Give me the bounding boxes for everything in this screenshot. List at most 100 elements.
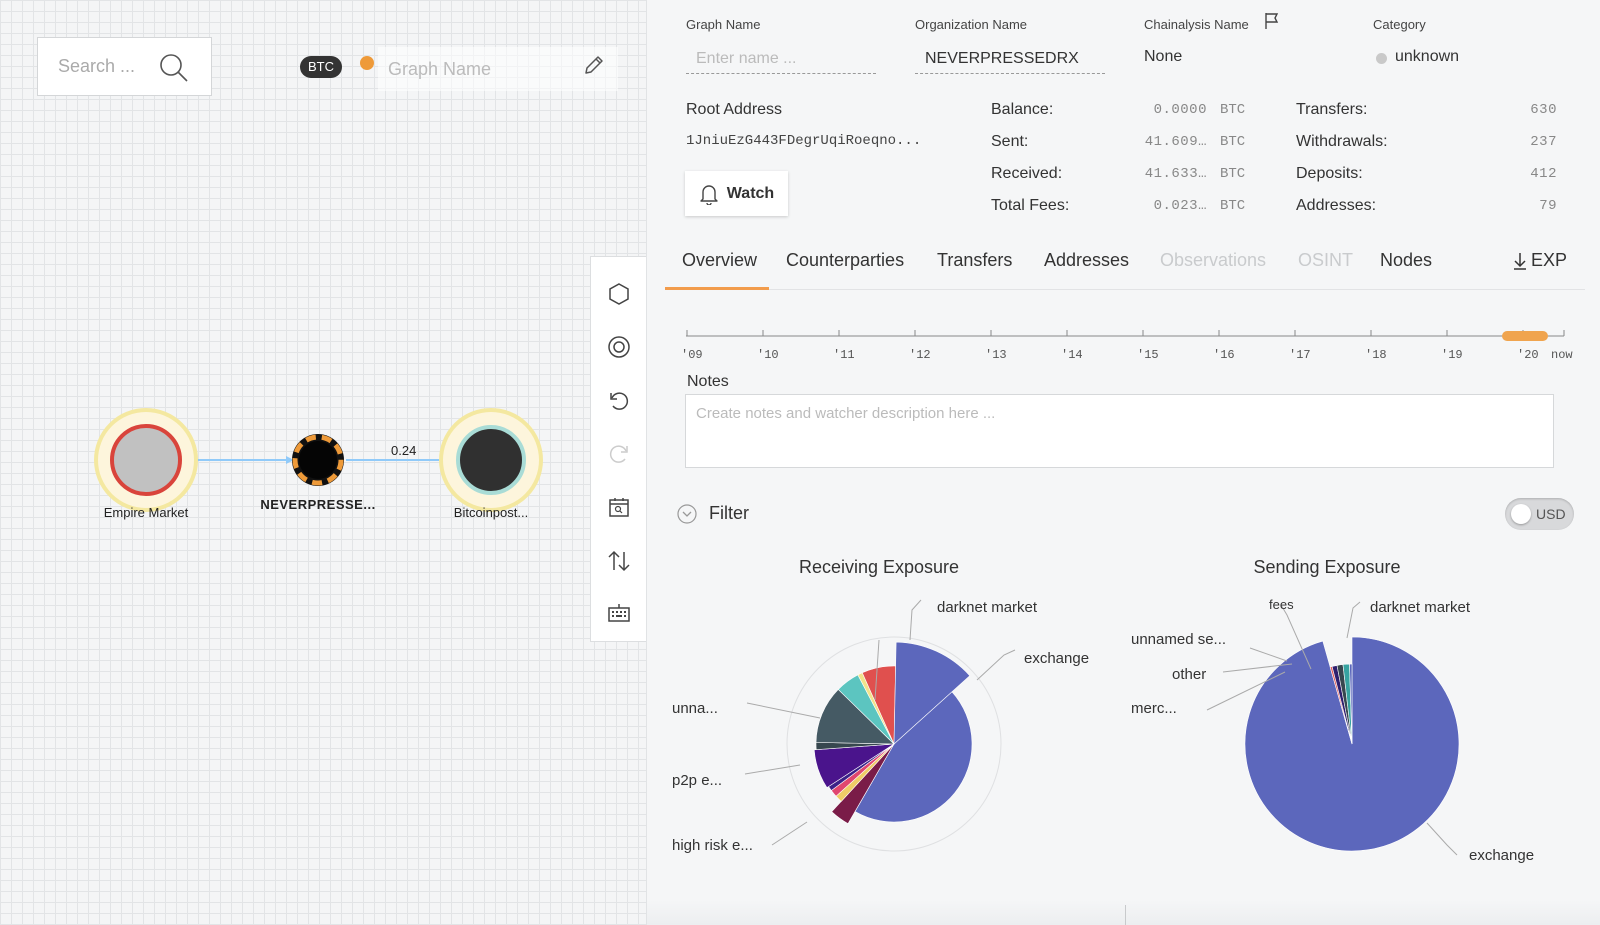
graph-name-field[interactable]	[686, 44, 876, 74]
search-icon[interactable]	[159, 53, 189, 83]
timeline-range-handle[interactable]	[1502, 331, 1548, 341]
timeline-tick-label: '15	[1137, 348, 1159, 362]
sort-arrows-button[interactable]	[599, 534, 639, 587]
received-unit: BTC	[1220, 166, 1246, 182]
search-input[interactable]	[58, 56, 158, 77]
balance-value: 0.0000	[1153, 102, 1207, 118]
graph-canvas[interactable]: BTC 0.24 Empire Market NEVERPRESSE...	[0, 0, 647, 925]
target-tool-button[interactable]	[599, 320, 639, 373]
node-neverpressedrx[interactable]	[292, 434, 344, 486]
receiving-leader-lines	[744, 599, 1016, 846]
deposits-value: 412	[1530, 166, 1557, 182]
watch-label: Watch	[726, 184, 775, 202]
timeline-tick-label: '11	[833, 348, 855, 362]
watch-button[interactable]: Watch	[685, 171, 788, 216]
filter-toggle[interactable]: Filter	[677, 503, 749, 524]
edit-pencil-icon[interactable]	[583, 54, 605, 76]
transfers-value: 630	[1530, 102, 1557, 118]
receiving-label: exchange	[1024, 650, 1089, 667]
details-panel: Graph Name Organization Name Chainalysis…	[647, 0, 1600, 925]
category-label: Category	[1373, 17, 1426, 32]
node-empire-market[interactable]	[94, 408, 198, 512]
tab-osint[interactable]: OSINT	[1298, 250, 1354, 270]
timeline-tick-label: '16	[1213, 348, 1235, 362]
tab-bar: Overview Counterparties Transfers Addres…	[665, 238, 1585, 290]
sort-arrows-icon	[608, 550, 630, 571]
usd-toggle[interactable]: USD	[1505, 498, 1574, 530]
pie-slice[interactable]	[854, 691, 973, 823]
search-box[interactable]	[37, 37, 212, 96]
notes-label: Notes	[687, 373, 729, 390]
timeline-tick-label: '13	[985, 348, 1007, 362]
redo-icon	[609, 445, 628, 463]
balance-unit: BTC	[1220, 102, 1246, 118]
total-fees-unit: BTC	[1220, 198, 1246, 214]
graph-name-input[interactable]	[378, 47, 618, 91]
pie-slice[interactable]	[813, 743, 895, 788]
receiving-label: high risk e...	[672, 837, 753, 854]
receiving-label: darknet market	[937, 599, 1038, 616]
timeline-tick-label: '17	[1289, 348, 1311, 362]
node-bitcoinpost[interactable]	[439, 408, 543, 512]
notes-textarea[interactable]	[685, 394, 1554, 468]
chainalysis-name-value: None	[1144, 48, 1183, 65]
tab-counterparties[interactable]: Counterparties	[786, 250, 905, 270]
receiving-pie[interactable]	[813, 641, 973, 825]
usd-label: USD	[1536, 506, 1566, 522]
flag-icon[interactable]	[1264, 12, 1280, 30]
graph-toolstrip	[590, 256, 646, 642]
sent-value: 41.609…	[1144, 134, 1207, 150]
tab-nodes[interactable]: Nodes	[1380, 250, 1433, 270]
currency-badge: BTC	[300, 56, 342, 78]
edge-label: 0.24	[391, 443, 416, 458]
chainalysis-name-label: Chainalysis Name	[1144, 17, 1249, 32]
export-button[interactable]: EXP	[1513, 250, 1567, 271]
exposure-charts: darknet market exchange unna... p2p e...…	[672, 597, 1534, 864]
undo-button[interactable]	[599, 374, 639, 427]
keyboard-button[interactable]	[599, 588, 639, 641]
export-label: EXP	[1530, 250, 1567, 270]
node-label: NEVERPRESSE...	[260, 497, 375, 512]
sending-label: darknet market	[1370, 599, 1471, 616]
receiving-label: unna...	[672, 700, 718, 717]
timeline-tick-label: now	[1551, 348, 1573, 362]
tab-overview[interactable]: Overview	[682, 250, 758, 270]
root-address-value[interactable]: 1JniuEzG443FDegrUqiRoeqno...	[686, 133, 922, 149]
total-fees-label: Total Fees:	[991, 197, 1070, 214]
withdrawals-label: Withdrawals:	[1296, 133, 1388, 150]
calendar-search-button[interactable]	[599, 481, 639, 534]
sending-label: fees	[1269, 597, 1294, 612]
category-dot	[1376, 53, 1387, 64]
hexagon-icon	[609, 282, 629, 305]
pie-slice[interactable]	[893, 641, 971, 745]
org-name-field[interactable]	[915, 44, 1105, 74]
filter-label: Filter	[709, 503, 749, 523]
pie-slice[interactable]	[1349, 663, 1353, 745]
graph-name-label: Graph Name	[686, 17, 761, 32]
timeline-tick-label: '19	[1441, 348, 1463, 362]
sending-pie[interactable]	[1244, 636, 1460, 852]
bottom-divider	[1125, 905, 1126, 925]
received-label: Received:	[991, 165, 1063, 182]
sent-unit: BTC	[1220, 134, 1246, 150]
received-value: 41.633…	[1144, 166, 1207, 182]
timeline[interactable]	[647, 320, 1600, 370]
receiving-outer-ring	[786, 636, 1002, 852]
status-dot	[360, 56, 374, 70]
graph-view: 0.24 Empire Market NEVERPRESSE... Bitcoi…	[94, 408, 543, 520]
hexagon-tool-button[interactable]	[599, 267, 639, 320]
toggle-knob	[1511, 504, 1531, 524]
tab-transfers[interactable]: Transfers	[937, 250, 1013, 270]
pie-slice[interactable]	[831, 743, 895, 825]
addresses-value: 79	[1539, 198, 1557, 214]
tab-observations[interactable]: Observations	[1160, 250, 1267, 270]
bottom-bar	[647, 900, 1600, 925]
bell-icon	[700, 184, 718, 205]
redo-button[interactable]	[599, 427, 639, 480]
undo-icon	[610, 391, 629, 410]
sending-leader-lines	[1206, 601, 1458, 856]
tab-addresses[interactable]: Addresses	[1044, 250, 1130, 270]
download-icon	[1513, 252, 1526, 270]
receiving-label: p2p e...	[672, 772, 722, 789]
receiving-exposure-title: Receiving Exposure	[798, 557, 960, 577]
